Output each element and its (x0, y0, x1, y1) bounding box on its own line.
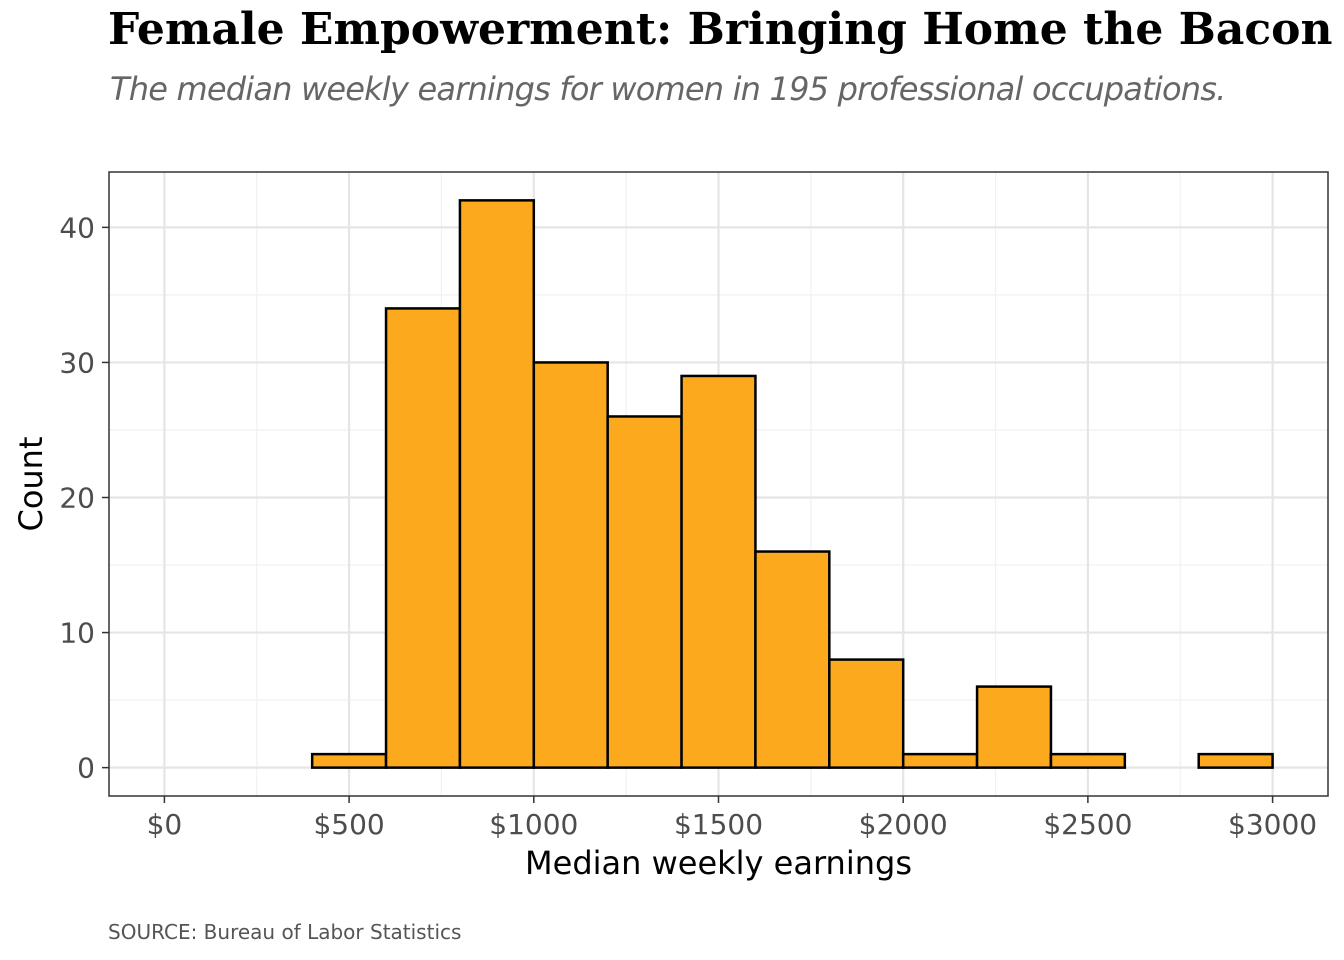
histogram-bar (754, 550, 831, 769)
histogram-bar (1049, 752, 1127, 769)
axes: $0 $500 $1000 $1500 $2000 $2500 $3000 0 10 20 30 40 (59, 211, 1317, 841)
x-tick-label: $1500 (674, 808, 763, 841)
histogram-bar (384, 307, 462, 769)
chart-subtitle: The median weekly earnings for women in … (110, 70, 1226, 108)
y-tick-label: 10 (59, 617, 95, 650)
y-tick-label: 0 (77, 752, 95, 785)
x-tick-label: $3000 (1228, 808, 1317, 841)
x-tick-label: $0 (147, 808, 183, 841)
histogram-bar (458, 199, 536, 769)
histogram-bar (1197, 752, 1274, 769)
y-tick-label: 20 (59, 482, 95, 515)
histogram-bars (310, 199, 1274, 769)
x-tick-label: $2500 (1043, 808, 1132, 841)
histogram-bar (975, 685, 1053, 769)
chart-title: Female Empowerment: Bringing Home the Ba… (108, 4, 1333, 55)
histogram-bar (828, 658, 905, 769)
x-tick-label: $500 (313, 808, 384, 841)
x-axis-title: Median weekly earnings (525, 844, 912, 882)
y-axis-title: Count (12, 436, 50, 531)
histogram-bar (532, 361, 609, 769)
x-tick-label: $1000 (489, 808, 578, 841)
y-tick-label: 40 (59, 211, 95, 244)
y-tick-label: 30 (59, 346, 95, 379)
histogram-bar (901, 752, 979, 769)
histogram-bar (606, 415, 683, 769)
histogram-bar (310, 752, 388, 769)
histogram-bar (680, 374, 757, 769)
source-caption: SOURCE: Bureau of Labor Statistics (108, 920, 462, 944)
x-tick-label: $2000 (859, 808, 948, 841)
